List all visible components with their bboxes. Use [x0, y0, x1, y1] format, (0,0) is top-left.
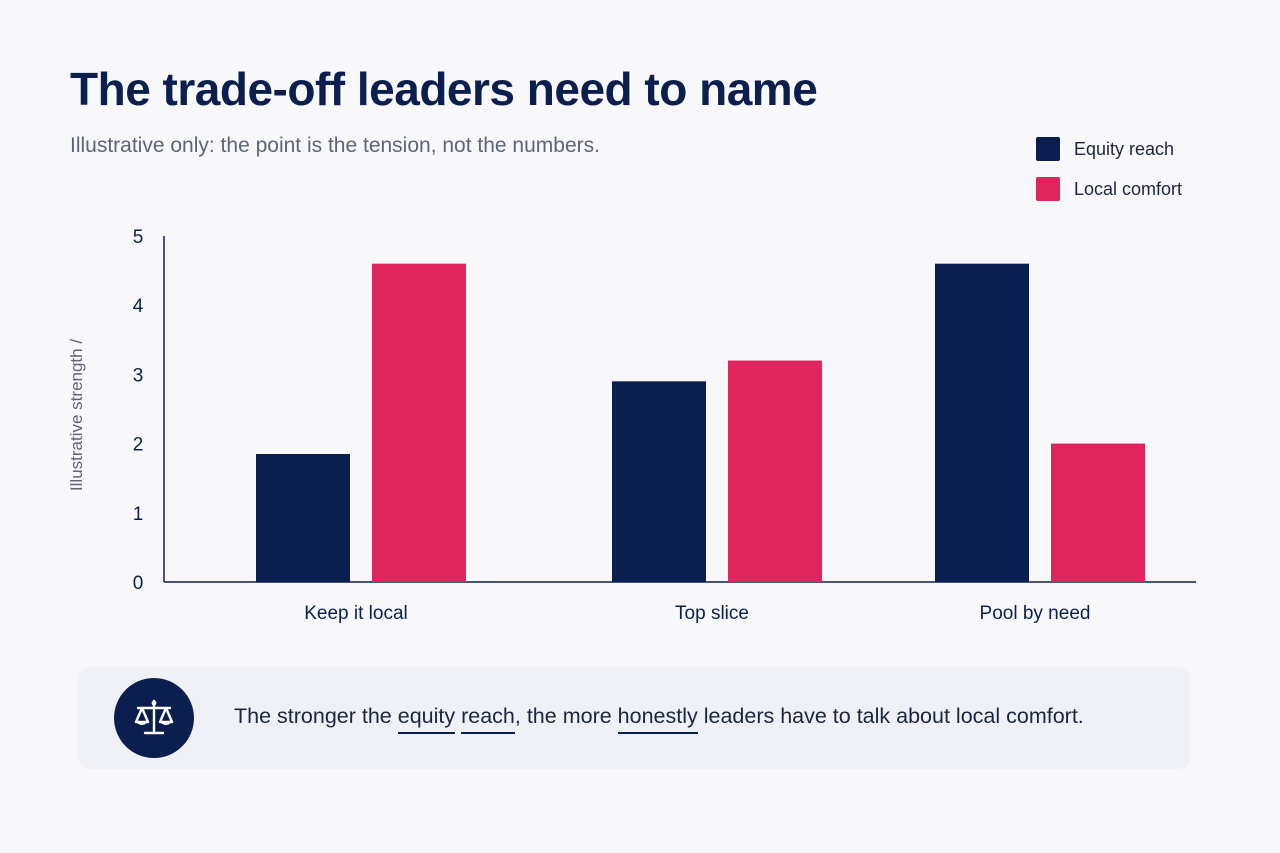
y-tick-label: 1 — [133, 504, 144, 525]
y-tick-label: 3 — [133, 365, 144, 386]
x-tick-label: Top slice — [675, 603, 749, 624]
insight-callout: The stronger the equity reach, the more … — [78, 667, 1190, 769]
y-tick-label: 2 — [133, 435, 144, 456]
x-tick-label: Pool by need — [980, 603, 1091, 624]
legend-swatch-local-comfort — [1036, 177, 1060, 201]
callout-text-part: leaders have to talk about local comfort… — [697, 704, 1084, 728]
bar-local-comfort — [1051, 443, 1145, 582]
scale-icon-glyph — [134, 699, 174, 735]
callout-highlight-honestly: honestly — [617, 704, 698, 734]
legend-label-equity-reach: Equity reach — [1074, 138, 1175, 159]
legend-swatch-equity-reach — [1036, 137, 1060, 161]
bar-local-comfort — [372, 263, 466, 582]
bar-equity-reach — [612, 381, 706, 582]
callout-text: The stronger the equity reach, the more … — [234, 704, 1084, 734]
scale-icon — [114, 678, 194, 758]
callout-text-part: The stronger the — [234, 704, 398, 728]
callout-highlight-equity: equity — [397, 704, 456, 734]
bar-local-comfort — [728, 360, 822, 582]
bar-equity-reach — [935, 263, 1029, 582]
y-tick-label: 4 — [133, 296, 144, 317]
chart-legend: Equity reach Local comfort — [1036, 136, 1182, 216]
bar-chart: 0 1 2 3 4 5 Illustrative strength / Keep it loc… — [67, 227, 1196, 624]
legend-label-local-comfort: Local comfort — [1074, 178, 1183, 199]
y-tick-label: 5 — [133, 227, 144, 248]
callout-text-part: , the more — [514, 704, 618, 728]
legend-item-local-comfort: Local comfort — [1036, 176, 1182, 202]
page-subtitle: Illustrative only: the point is the tens… — [70, 134, 600, 157]
legend-item-equity-reach: Equity reach — [1036, 136, 1182, 162]
page-title: The trade-off leaders need to name — [70, 63, 818, 115]
bar-equity-reach — [256, 453, 350, 582]
x-tick-label: Keep it local — [304, 603, 408, 624]
y-tick-label: 0 — [133, 573, 144, 594]
callout-highlight-reach: reach — [461, 704, 515, 734]
y-axis-label: Illustrative strength / — [67, 339, 86, 491]
